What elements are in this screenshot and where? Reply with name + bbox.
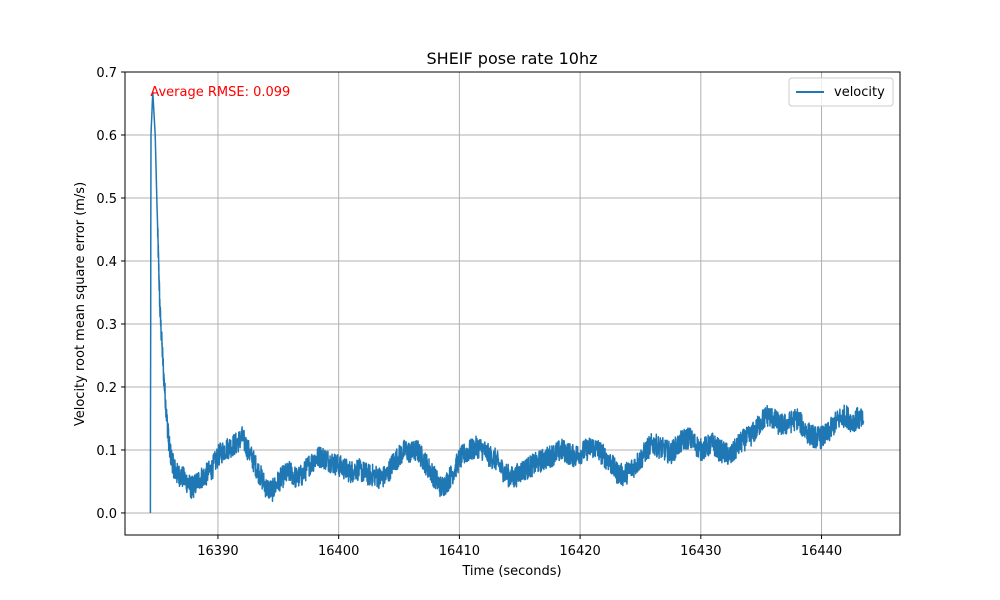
chart-title: SHEIF pose rate 10hz: [427, 49, 598, 68]
series-line-velocity: [149, 91, 865, 514]
legend: velocity: [788, 77, 894, 107]
legend-box: [788, 77, 894, 107]
x-axis-label: Time (seconds): [461, 564, 561, 579]
x-tick-label: 16410: [439, 544, 480, 559]
y-tick-label: 0.3: [96, 318, 117, 333]
series-layer: [149, 91, 865, 514]
y-tick-label: 0.4: [96, 255, 117, 270]
x-tick-label: 16400: [318, 544, 359, 559]
axes-frame: [124, 71, 901, 536]
y-ticks: 0.0 0.1 0.2 0.3 0.4 0.5 0.6 0.7: [96, 66, 125, 522]
y-axis-label: Velocity root mean square error (m/s): [73, 182, 88, 426]
legend-label-velocity: velocity: [834, 85, 885, 100]
x-tick-label: 16440: [801, 544, 842, 559]
y-tick-label: 0.6: [96, 129, 117, 144]
y-tick-label: 0.7: [96, 66, 117, 81]
y-tick-label: 0.0: [96, 507, 117, 522]
average-rmse-annotation: Average RMSE: 0.099: [150, 85, 290, 100]
x-ticks: 16390 16400 16410 16420 16430 16440: [197, 535, 842, 559]
y-tick-label: 0.5: [96, 192, 117, 207]
y-tick-label: 0.1: [96, 444, 117, 459]
y-tick-label: 0.2: [96, 381, 117, 396]
x-tick-label: 16390: [197, 544, 238, 559]
x-tick-label: 16420: [559, 544, 600, 559]
x-tick-label: 16430: [680, 544, 721, 559]
